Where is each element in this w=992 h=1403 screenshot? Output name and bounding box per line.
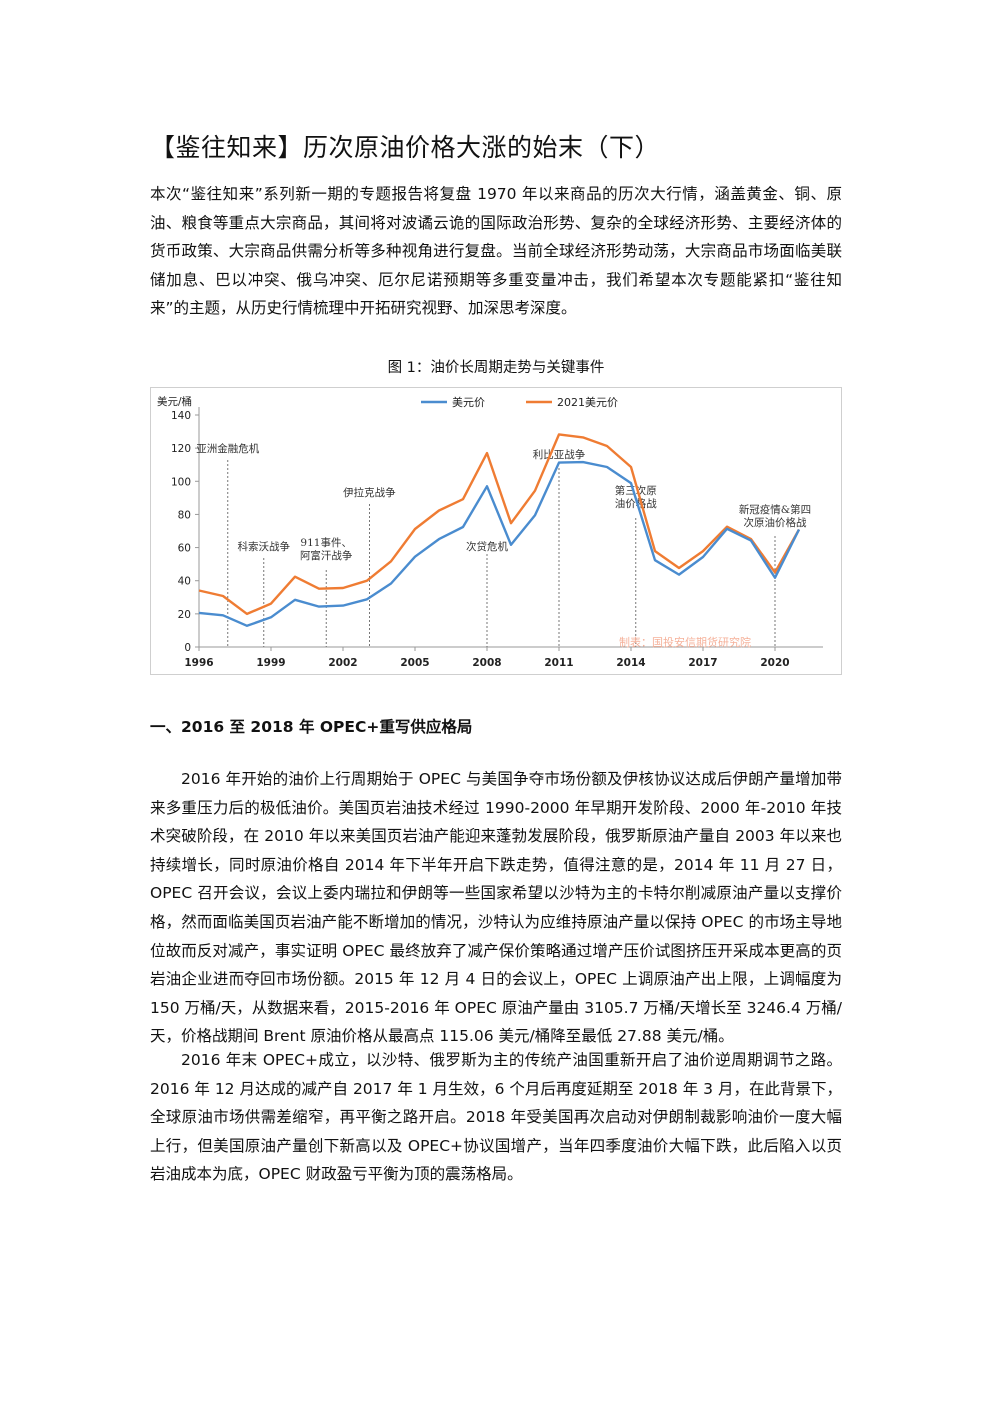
oil-price-chart: 0 20 40 60 80 100 120 140 1996 1999 2002 2005 2008 20…	[150, 387, 842, 675]
x-tick-label: 1999	[256, 657, 285, 669]
x-tick-label: 2008	[472, 657, 501, 669]
y-axis-label: 美元/桶	[157, 395, 192, 408]
figure-caption: 图 1：油价长周期走势与关键事件	[387, 360, 605, 376]
event-annotation-label: 油价格战	[615, 497, 657, 510]
x-tick-label: 1996	[184, 657, 213, 669]
event-annotation-label: 阿富汗战争	[300, 549, 353, 562]
y-tick-label: 80	[178, 509, 191, 521]
x-tick-label: 2005	[400, 657, 429, 669]
event-annotation-label: 亚洲金融危机	[196, 442, 259, 455]
series-line	[198, 460, 801, 628]
y-tick-label: 20	[178, 609, 191, 621]
event-annotation-label: 伊拉克战争	[343, 486, 396, 499]
x-tick-label: 2011	[544, 657, 573, 669]
section-heading: 一、2016 至 2018 年 OPEC+重写供应格局	[150, 718, 473, 736]
chart-canvas: 0 20 40 60 80 100 120 140 1996 1999 2002 2005 2008 20…	[157, 395, 823, 669]
x-tick-label: 2020	[760, 657, 789, 669]
event-annotation-label: 次原油价格战	[744, 516, 807, 529]
y-tick-label: 60	[178, 543, 191, 555]
y-tick-label: 100	[171, 476, 191, 488]
y-tick-label: 140	[171, 410, 191, 422]
legend-label: 美元价	[452, 396, 485, 409]
event-annotation-label: 第三次原	[615, 484, 657, 497]
page-title: 【鉴往知来】历次原油价格大涨的始末（下）	[150, 133, 661, 162]
event-annotation-label: 科索沃战争	[238, 540, 291, 553]
x-tick-label: 2017	[688, 657, 717, 669]
x-tick-label: 2014	[616, 657, 645, 669]
chart-watermark: 制表：国投安信期货研究院	[619, 635, 751, 649]
x-tick-label: 2002	[328, 657, 357, 669]
event-annotation-label: 新冠疫情&第四	[739, 503, 811, 516]
legend-label: 2021美元价	[557, 396, 618, 409]
y-tick-label: 40	[178, 576, 191, 588]
body-paragraph-2: 2016 年末 OPEC+成立，以沙特、俄罗斯为主的传统产油国重新开启了油价逆周…	[150, 1051, 842, 1184]
intro-paragraph: 本次“鉴往知来”系列新一期的专题报告将复盘 1970 年以来商品的历次大行情，涵…	[150, 185, 842, 318]
y-tick-label: 0	[184, 642, 191, 654]
event-annotation-label: 利比亚战争	[533, 448, 586, 461]
event-annotation-label: 911事件、	[300, 536, 352, 549]
body-paragraph-1: 2016 年开始的油价上行周期始于 OPEC 与美国争夺市场份额及伊核协议达成后…	[150, 770, 842, 1046]
event-annotation-label: 次贷危机	[466, 540, 508, 553]
y-tick-label: 120	[171, 443, 191, 455]
series-line	[198, 433, 801, 616]
